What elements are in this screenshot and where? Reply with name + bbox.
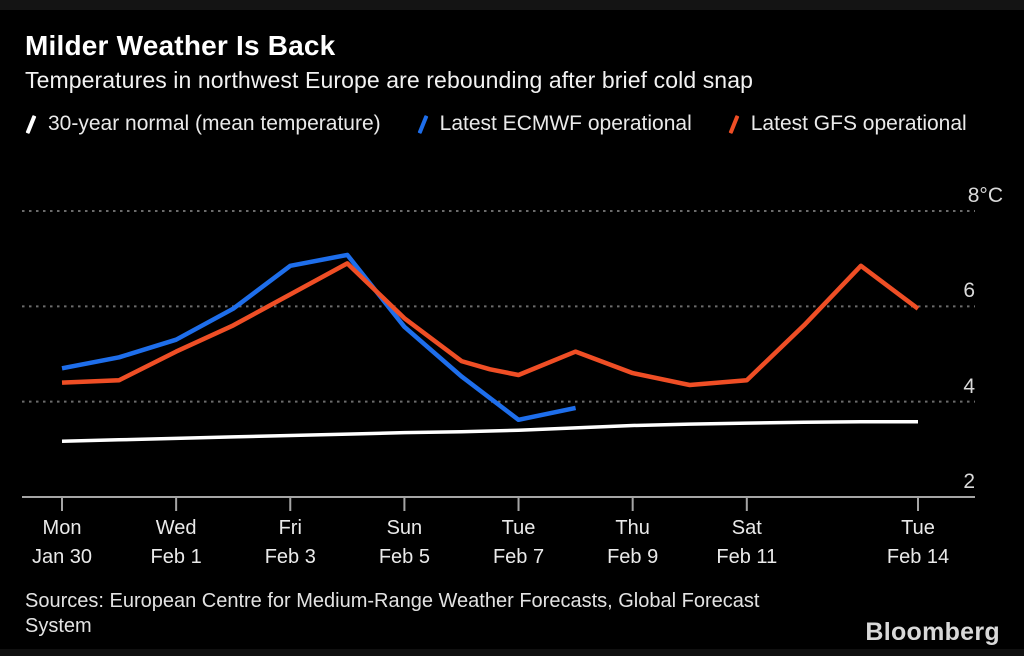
legend-label: 30-year normal (mean temperature) <box>48 112 381 135</box>
series-line-normal <box>61 419 918 443</box>
x-axis-label-date: Feb 11 <box>716 546 778 568</box>
series-line-gfs <box>61 261 920 388</box>
x-axis-label-date: Feb 9 <box>607 546 659 568</box>
x-axis-label-day: Fri <box>278 517 302 539</box>
x-axis-label: Fri Feb 3 <box>230 514 350 572</box>
legend: 30-year normal (mean temperature) Latest… <box>25 112 995 136</box>
x-axis-label: Sun Feb 5 <box>344 514 464 572</box>
x-axis-label: Mon Jan 30 <box>2 514 122 572</box>
x-axis-label: Sat Feb 11 <box>687 514 807 572</box>
top-edge <box>0 0 1024 10</box>
y-axis-label: 8°C <box>967 184 1003 207</box>
x-axis-label: Tue Feb 7 <box>459 514 579 572</box>
x-axis-label: Tue Feb 14 <box>858 514 978 572</box>
legend-item-normal: 30-year normal (mean temperature) <box>25 112 381 136</box>
x-axis-label-day: Mon <box>42 517 82 539</box>
x-axis-label-date: Feb 3 <box>264 546 316 568</box>
bloomberg-logo: Bloomberg <box>865 618 1000 646</box>
y-axis-label: 4 <box>963 374 975 398</box>
x-axis-label-day: Sun <box>386 517 423 539</box>
series-line-ecmwf <box>61 252 577 423</box>
chart-subtitle: Temperatures in northwest Europe are reb… <box>25 67 753 93</box>
y-axis-label: 2 <box>963 470 975 493</box>
x-axis-label-day: Tue <box>501 517 536 539</box>
x-axis-label-date: Feb 14 <box>886 546 950 568</box>
x-axis-label-day: Sat <box>731 517 762 539</box>
x-axis-label-date: Feb 7 <box>492 546 545 568</box>
legend-item-ecmwf: Latest ECMWF operational <box>417 112 692 136</box>
x-axis-label-date: Feb 5 <box>378 546 430 568</box>
x-axis-label-day: Wed <box>155 517 197 539</box>
legend-label: Latest ECMWF operational <box>439 112 692 135</box>
x-axis-label-date: Feb 1 <box>150 546 202 568</box>
sources-note: Sources: European Centre for Medium-Rang… <box>25 590 760 637</box>
x-axis-label-day: Tue <box>901 517 935 539</box>
x-axis-label-date: Jan 30 <box>31 546 93 568</box>
y-axis-label: 6 <box>963 279 975 303</box>
x-axis-label: Wed Feb 1 <box>116 514 236 572</box>
bottom-edge <box>0 649 1024 656</box>
x-axis-label-day: Thu <box>615 517 650 539</box>
legend-label: Latest GFS operational <box>750 112 967 135</box>
x-axis-label: Thu Feb 9 <box>573 514 693 572</box>
page-title: Milder Weather Is Back <box>25 30 336 61</box>
legend-item-gfs: Latest GFS operational <box>728 112 967 136</box>
